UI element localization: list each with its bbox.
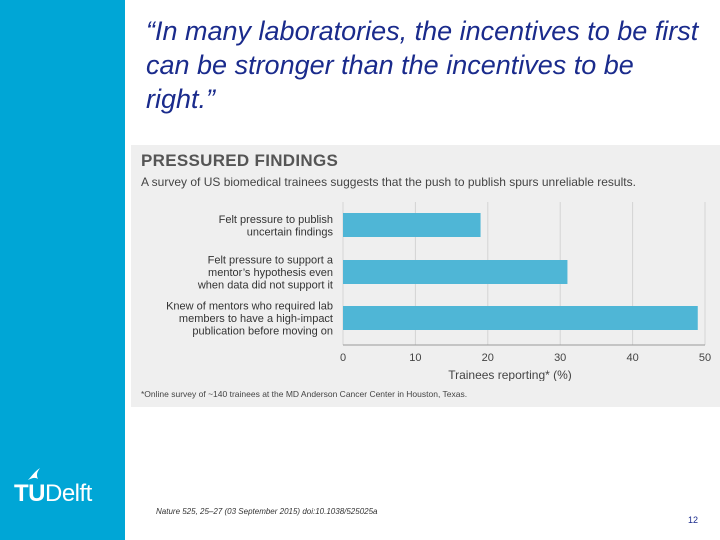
citation: Nature 525, 25–27 (03 September 2015) do… [156, 507, 378, 516]
x-axis-label: Trainees reporting* (%) [448, 368, 572, 381]
category-label: Felt pressure to support a mentor’s hypot… [197, 255, 334, 292]
bar [343, 260, 568, 284]
category-label: Knew of mentors who required lab members … [166, 301, 333, 338]
x-tick-label: 50 [699, 352, 711, 364]
slide-quote: “In many laboratories, the incentives to… [146, 16, 699, 114]
x-tick-label: 10 [409, 352, 421, 364]
chart-figure: PRESSURED FINDINGS A survey of US biomed… [131, 145, 720, 407]
page-number: 12 [688, 515, 699, 525]
logo-text: TUDelft [14, 480, 92, 507]
flame-icon [28, 468, 40, 480]
x-tick-label: 0 [340, 352, 346, 364]
chart-title: PRESSURED FINDINGS [141, 151, 339, 170]
tu-delft-logo: TUDelft [14, 466, 114, 510]
chart-subtitle: A survey of US biomedical trainees sugge… [141, 175, 636, 189]
sidebar: TUDelft [0, 0, 125, 540]
x-tick-label: 20 [482, 352, 494, 364]
bar [343, 213, 481, 237]
category-label: Felt pressure to publish uncertain findin… [219, 214, 334, 239]
chart-footnote: *Online survey of ~140 trainees at the M… [141, 389, 468, 399]
bar [343, 306, 698, 330]
x-tick-label: 40 [626, 352, 638, 364]
bar-chart: 0 10 20 30 40 50 Felt pressure to publish uncer… [166, 202, 711, 381]
x-tick-label: 30 [554, 352, 566, 364]
